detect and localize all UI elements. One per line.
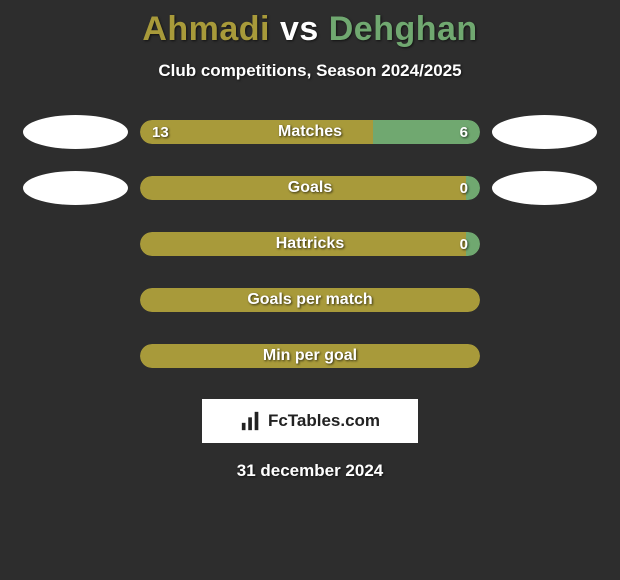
logo-box: FcTables.com xyxy=(202,399,418,443)
stat-bar: Goals per match xyxy=(140,288,480,312)
spacer xyxy=(492,339,597,373)
subtitle: Club competitions, Season 2024/2025 xyxy=(0,61,620,81)
player1-marker xyxy=(23,115,128,149)
stat-bar: 136Matches xyxy=(140,120,480,144)
stats-rows: 136Matches0Goals0HattricksGoals per matc… xyxy=(0,115,620,373)
player1-marker xyxy=(23,171,128,205)
bar-segment-left xyxy=(140,232,466,256)
title-player2: Dehghan xyxy=(329,10,478,48)
title-vs: vs xyxy=(280,10,319,48)
spacer xyxy=(492,283,597,317)
bar-segment-right xyxy=(466,232,480,256)
stat-value-right: 0 xyxy=(460,176,468,200)
bar-segment-left xyxy=(140,288,480,312)
stat-row: 0Hattricks xyxy=(0,227,620,261)
logo-text: FcTables.com xyxy=(268,411,380,431)
stat-row: Goals per match xyxy=(0,283,620,317)
stat-row: 136Matches xyxy=(0,115,620,149)
stat-value-right: 6 xyxy=(460,120,468,144)
stat-value-left: 13 xyxy=(152,120,169,144)
stat-row: 0Goals xyxy=(0,171,620,205)
bar-segment-left xyxy=(140,176,466,200)
spacer xyxy=(23,283,128,317)
stat-bar: Min per goal xyxy=(140,344,480,368)
stat-value-right: 0 xyxy=(460,232,468,256)
player2-marker xyxy=(492,171,597,205)
title-player1: Ahmadi xyxy=(142,10,270,48)
bar-segment-right xyxy=(466,176,480,200)
bars-icon xyxy=(240,410,262,432)
bar-segment-left xyxy=(140,344,480,368)
spacer xyxy=(23,227,128,261)
comparison-infographic: Ahmadi vs Dehghan Club competitions, Sea… xyxy=(0,0,620,580)
page-title: Ahmadi vs Dehghan xyxy=(0,0,620,49)
bar-segment-left xyxy=(140,120,373,144)
stat-row: Min per goal xyxy=(0,339,620,373)
date-text: 31 december 2024 xyxy=(0,461,620,481)
spacer xyxy=(23,339,128,373)
stat-bar: 0Goals xyxy=(140,176,480,200)
stat-bar: 0Hattricks xyxy=(140,232,480,256)
player2-marker xyxy=(492,115,597,149)
spacer xyxy=(492,227,597,261)
